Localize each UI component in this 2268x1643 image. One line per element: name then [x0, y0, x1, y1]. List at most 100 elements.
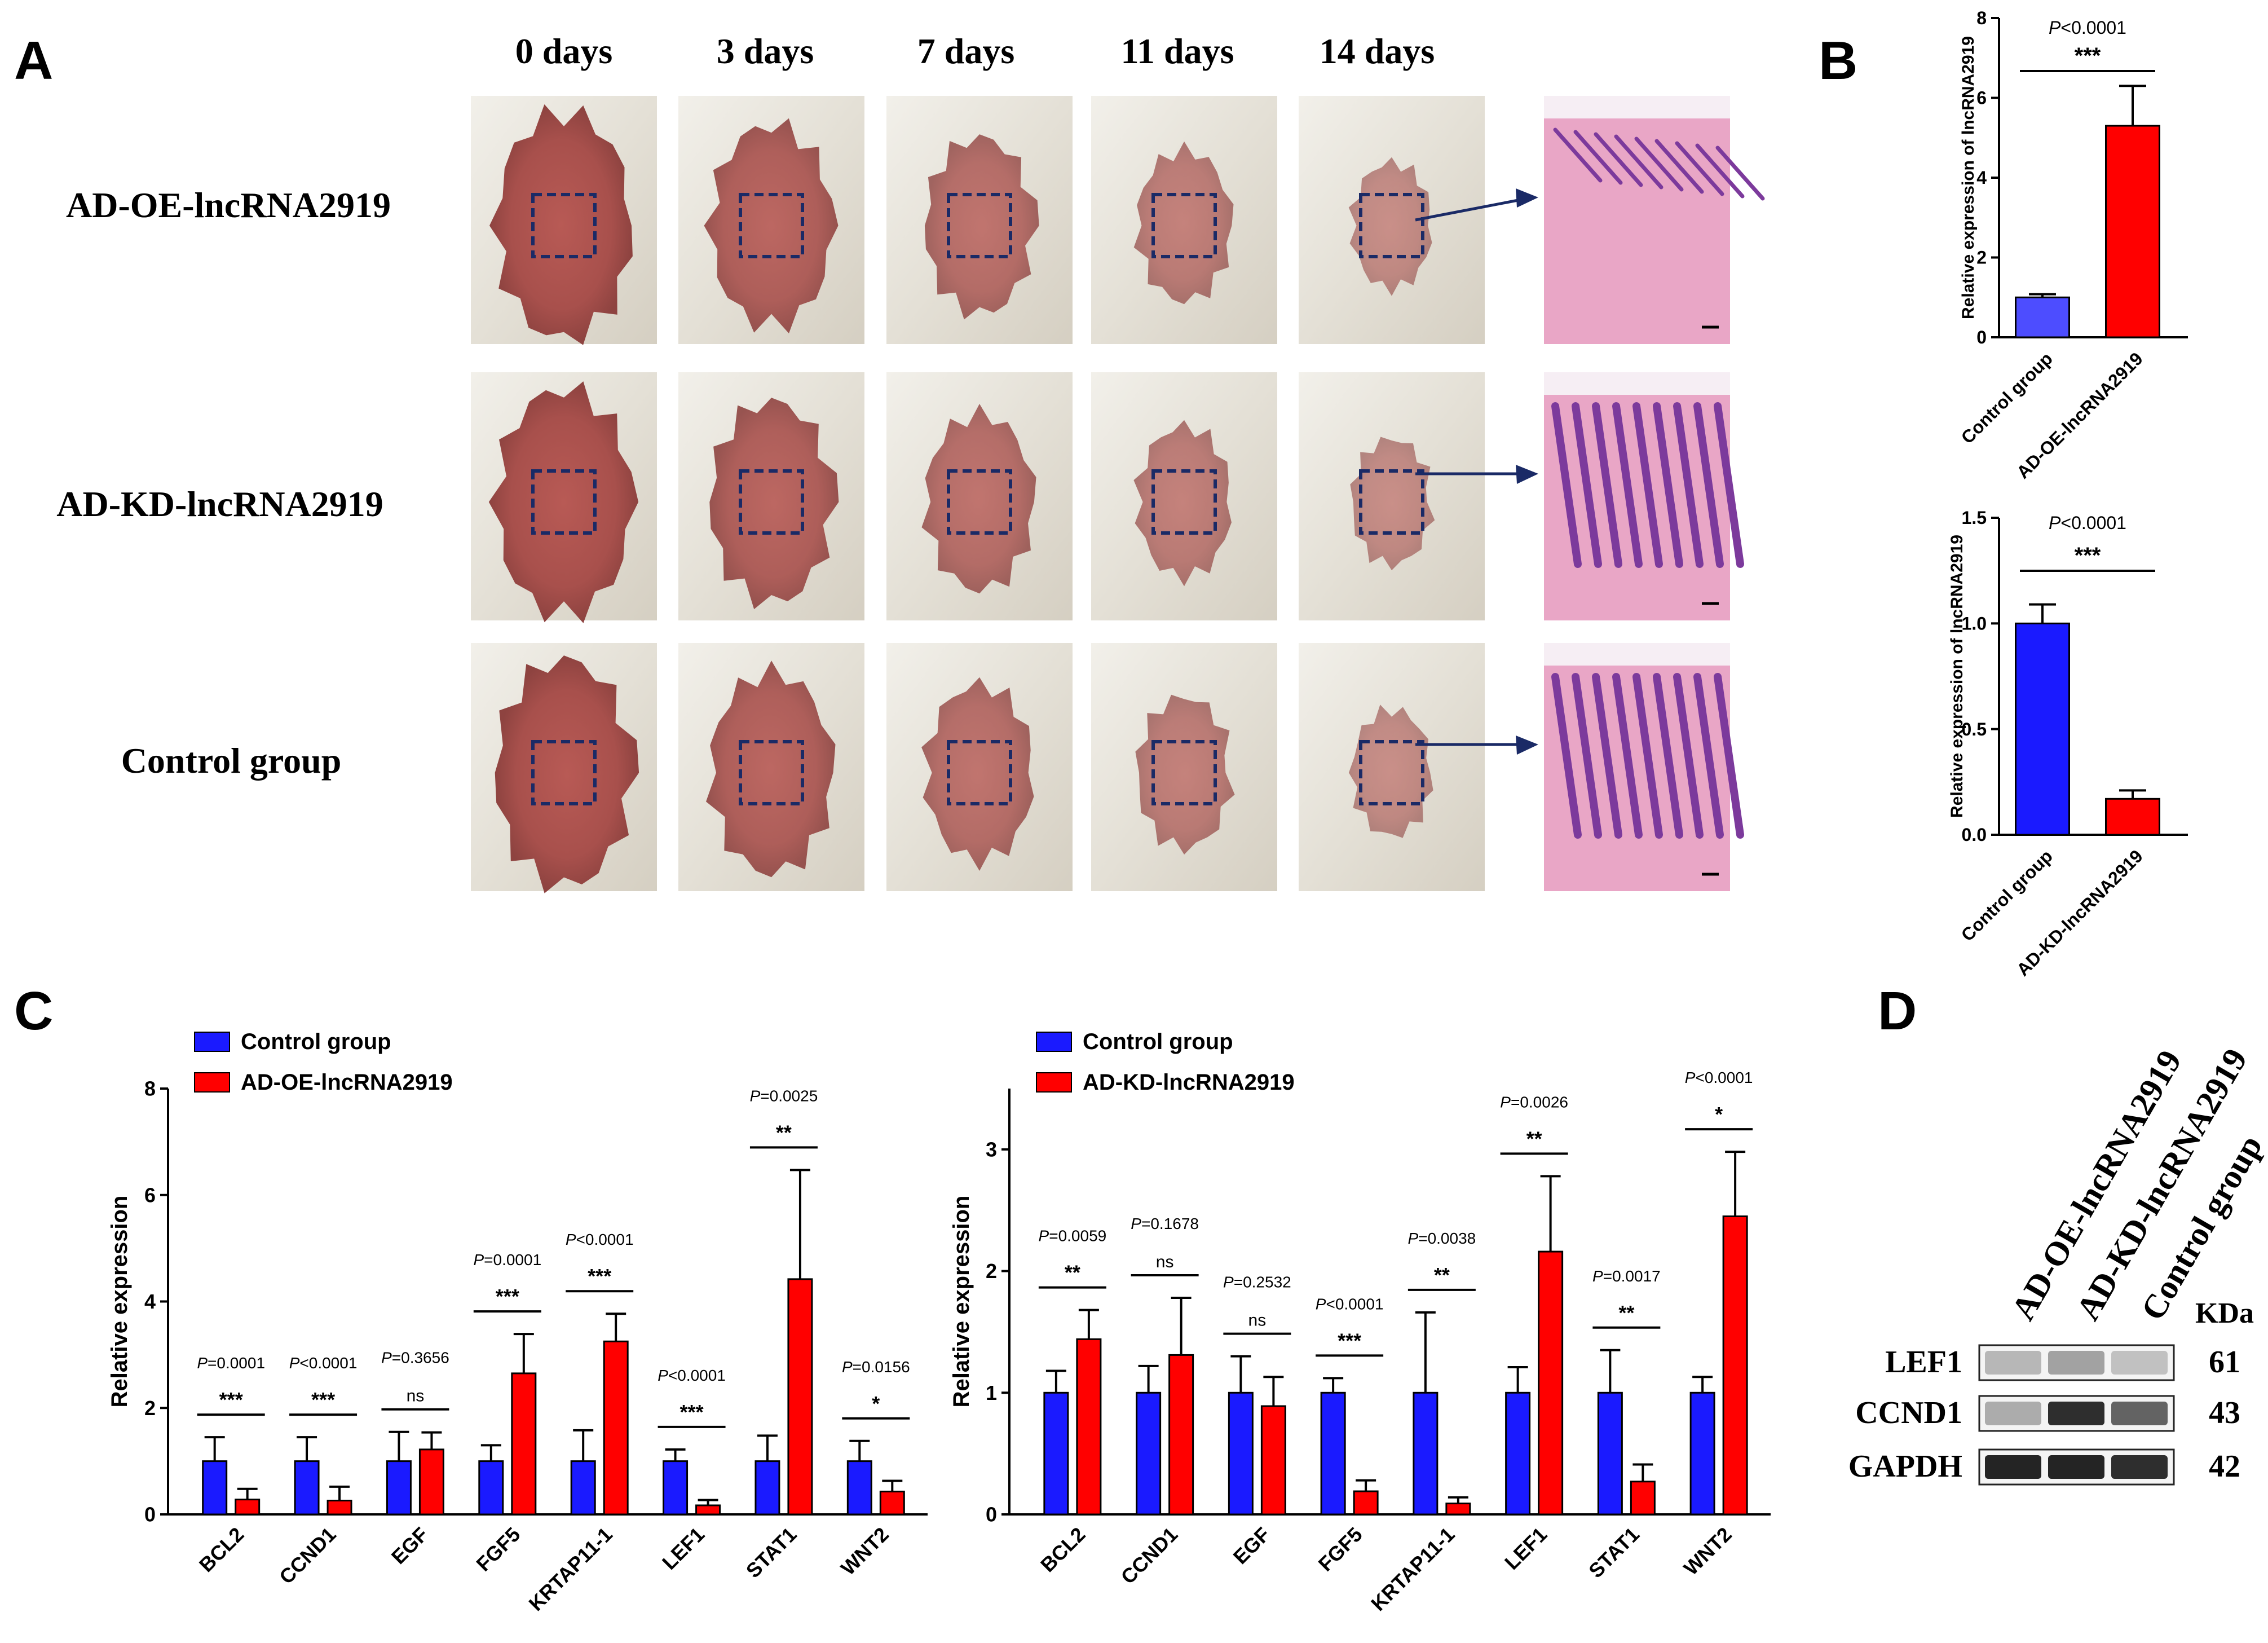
hair-follicle [1632, 402, 1663, 568]
blot-kda-header: KDa [2195, 1297, 2254, 1329]
hair-follicle [1594, 132, 1643, 187]
dashed-roi-box [1359, 469, 1424, 535]
p-italic: P [1316, 1295, 1326, 1312]
p-rest: =0.1678 [1141, 1215, 1199, 1232]
dashed-roi-box [531, 469, 597, 535]
bar [418, 1448, 444, 1516]
day-label-11: 11 days [1121, 31, 1234, 71]
he-histology-image [1544, 96, 1730, 344]
blot-row-label: LEF1 [1885, 1345, 1962, 1380]
blot-band [1985, 1402, 2041, 1425]
p-italic: P [750, 1087, 761, 1104]
y-tick-label: 4 [1976, 168, 1987, 188]
hair-follicle [1572, 673, 1602, 839]
blot-band [1985, 1351, 2041, 1375]
y-axis-label: Relative expression [949, 1196, 974, 1408]
legend-swatch [194, 1072, 230, 1093]
chart-b-top: 0 2 4 6 8 Relative expression of lncRNA2919 Co… [1957, 8, 2188, 482]
he-background [1544, 372, 1730, 395]
significance-stars: * [872, 1392, 880, 1415]
p-value: P=0.0025 [750, 1087, 818, 1104]
y-tick-label: 0 [986, 1503, 997, 1526]
hair-follicle [1572, 402, 1602, 568]
legend-label: Control group [1083, 1029, 1233, 1054]
p-italic: P [473, 1251, 484, 1268]
he-background [1544, 643, 1730, 666]
hair-follicle [1632, 673, 1663, 839]
dashed-roi-box [1359, 193, 1424, 258]
y-tick-label: 4 [144, 1290, 156, 1313]
p-rest: =0.2532 [1234, 1274, 1291, 1291]
hair-follicle [1592, 673, 1622, 839]
bar [1413, 1391, 1439, 1516]
x-tick-label: EGF [387, 1523, 433, 1569]
p-value: P=0.3656 [381, 1349, 449, 1367]
bar [202, 1460, 228, 1516]
blot-row-label: CCND1 [1855, 1395, 1962, 1430]
wound-area [921, 677, 1034, 871]
bar [695, 1504, 721, 1516]
bar [511, 1372, 537, 1516]
bar [1320, 1391, 1346, 1516]
bar [879, 1490, 905, 1516]
x-tick-label: CCND1 [1117, 1523, 1182, 1589]
p-rest: =0.0038 [1418, 1230, 1476, 1247]
wound-photo-grid [471, 96, 1765, 893]
blot-kda-value: 42 [2209, 1449, 2240, 1484]
arrow-head [1516, 465, 1538, 484]
p-value: P<0.0001 [2049, 17, 2126, 38]
significance-stars: ** [1434, 1263, 1450, 1287]
p-value: P<0.0001 [289, 1354, 358, 1372]
hair-follicle [1695, 143, 1745, 199]
p-value: P<0.0001 [658, 1367, 726, 1384]
significance-stars: ns [1248, 1311, 1267, 1330]
bar [294, 1460, 320, 1516]
blot-band [2111, 1455, 2168, 1479]
x-tick-label: CCND1 [275, 1523, 341, 1589]
bar [1538, 1250, 1564, 1516]
p-italic: P [289, 1354, 300, 1372]
p-rest: =0.0025 [760, 1087, 818, 1104]
significance-stars: * [1715, 1103, 1723, 1126]
row-label-control: Control group [121, 741, 342, 781]
panel-label-d: D [1878, 981, 1917, 1041]
wound-area [489, 104, 633, 345]
significance-stars: *** [496, 1285, 519, 1308]
bar [2105, 125, 2160, 338]
x-tick-label: LEF1 [658, 1523, 709, 1574]
wound-area [704, 118, 839, 334]
p-value: P=0.0001 [473, 1251, 541, 1268]
x-tick-label: WNT2 [836, 1523, 893, 1580]
blot-band [1985, 1455, 2041, 1479]
p-value: P<0.0001 [566, 1231, 634, 1248]
hair-follicle [1714, 402, 1744, 568]
p-rest: =0.0001 [484, 1251, 541, 1268]
p-rest: <0.0001 [2060, 17, 2126, 38]
p-rest: =0.0026 [1511, 1093, 1568, 1111]
bar [326, 1499, 352, 1516]
blot-band [2048, 1351, 2104, 1375]
wound-area [1133, 141, 1234, 305]
y-axis-label: Relative expression of lncRNA2919 [1948, 535, 1966, 818]
p-rest: =0.0059 [1049, 1227, 1106, 1245]
significance-stars: *** [2075, 43, 2101, 68]
significance-stars: ns [1156, 1253, 1174, 1271]
bar [1228, 1391, 1254, 1516]
hair-follicle [1673, 673, 1704, 839]
bar [754, 1460, 780, 1516]
bar [787, 1278, 813, 1516]
y-tick-label: 0 [144, 1503, 156, 1526]
chart-b-bottom: 0.0 0.5 1.0 1.5 Relative expression of lncRN… [1948, 508, 2188, 980]
bar [1689, 1391, 1715, 1516]
significance-stars: ** [776, 1121, 792, 1144]
wound-area [921, 404, 1036, 594]
x-tick-label: EGF [1229, 1523, 1274, 1569]
hair-follicle [1592, 402, 1622, 568]
row-label-kd: AD-KD-lncRNA2919 [56, 484, 383, 524]
significance-stars: *** [680, 1400, 704, 1424]
y-tick-label: 1 [986, 1381, 997, 1404]
x-tick-label: BCL2 [195, 1523, 248, 1576]
bar [570, 1460, 596, 1516]
